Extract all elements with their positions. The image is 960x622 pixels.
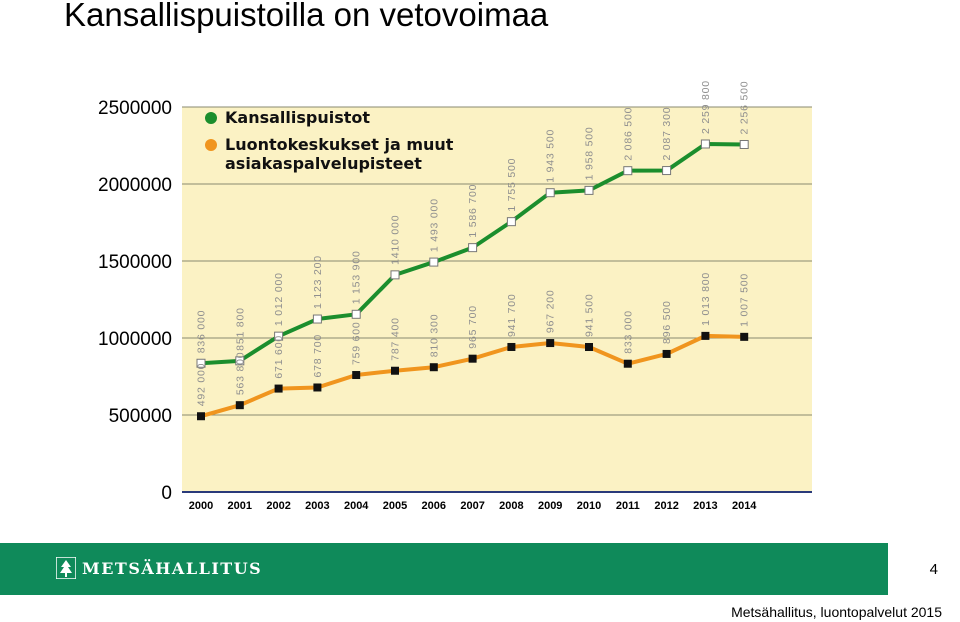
data-point-1: [739, 139, 749, 149]
data-point-2: [585, 343, 593, 352]
logo-text: METSÄHALLITUS: [82, 558, 263, 578]
data-label-2: 941 500: [584, 293, 596, 337]
data-point-2: [429, 363, 438, 372]
data-label-2: 671 600: [273, 335, 285, 379]
x-tick-label: 2001: [228, 500, 252, 512]
data-point-1: [351, 309, 361, 319]
legend-marker-2: [205, 139, 217, 151]
data-point-1: [584, 185, 594, 195]
data-point-2: [701, 331, 710, 340]
data-point-1: [662, 166, 672, 176]
data-point-2: [313, 383, 322, 392]
data-label-1: 2 256 500: [739, 81, 751, 135]
x-tick-label: 2002: [266, 500, 290, 512]
data-point-2: [274, 384, 283, 393]
data-point-2: [235, 401, 244, 410]
data-label-2: 941 700: [506, 293, 518, 337]
x-tick-label: 2003: [305, 500, 329, 512]
legend-label-2: asiakaspalvelupisteet: [225, 154, 422, 173]
data-point-1: [545, 188, 555, 198]
y-tick-label: 2500000: [98, 98, 172, 119]
data-point-1: [468, 243, 478, 253]
legend-label-2: Luontokeskukset ja muut: [225, 135, 454, 154]
data-label-1: 1 755 500: [506, 158, 518, 212]
data-label-1: 2 086 500: [622, 107, 634, 161]
line-chart: 0 500000 1000000 1500000 2000000 2500000 2000 2…: [98, 80, 812, 512]
data-label-2: 810 300: [428, 314, 440, 358]
tree-logo-icon: [56, 557, 76, 579]
page-number-box: 4: [888, 543, 960, 595]
data-label-1: 1 943 500: [545, 129, 557, 183]
data-label-1: 1 012 000: [273, 272, 285, 326]
x-tick-label: 2007: [460, 500, 484, 512]
data-label-2: 492 000: [196, 363, 208, 407]
legend-marker-1: [205, 112, 217, 124]
data-point-2: [352, 371, 361, 380]
y-tick-label: 1500000: [98, 252, 172, 273]
legend-label-1: Kansallispuistot: [225, 108, 370, 127]
data-point-2: [662, 349, 671, 358]
data-point-1: [390, 270, 400, 280]
data-label-2: 967 200: [545, 289, 557, 333]
footer-bar: [0, 543, 960, 595]
data-label-2: 1 013 800: [700, 272, 712, 326]
x-tick-label: 2009: [538, 500, 562, 512]
data-point-1: [506, 217, 516, 227]
x-tick-label: 2004: [344, 500, 369, 512]
data-label-2: 787 400: [390, 317, 402, 361]
metsahallitus-logo: METSÄHALLITUS: [56, 557, 262, 579]
data-label-1: 1 958 500: [584, 126, 596, 180]
x-tick-label: 2006: [422, 500, 446, 512]
y-tick-label: 1000000: [98, 329, 172, 350]
x-tick-label: 2000: [189, 500, 213, 512]
data-point-1: [623, 166, 633, 176]
data-point-2: [740, 332, 749, 341]
data-label-2: 759 600: [351, 321, 363, 365]
data-label-2: 833 000: [622, 310, 634, 354]
x-tick-label: 2012: [654, 500, 678, 512]
data-point-1: [312, 314, 322, 324]
x-tick-label: 2008: [499, 500, 523, 512]
data-point-2: [197, 412, 205, 421]
data-label-2: 563 800: [234, 352, 246, 396]
x-tick-label: 2011: [616, 500, 640, 512]
data-point-1: [700, 139, 710, 149]
footer-credit: Metsähallitus, luontopalvelut 2015: [731, 604, 942, 620]
x-tick-label: 2010: [577, 500, 601, 512]
data-label-1: 1 123 200: [312, 255, 324, 309]
data-label-1: 2 087 300: [661, 107, 673, 161]
data-label-2: 965 700: [467, 305, 479, 349]
x-tick-label: 2005: [383, 500, 407, 512]
data-label-2: 896 500: [661, 300, 673, 344]
y-tick-label: 0: [161, 483, 172, 504]
data-point-2: [546, 339, 555, 348]
data-point-2: [391, 366, 399, 375]
data-label-2: 678 700: [312, 334, 324, 378]
data-label-1: 1 493 000: [428, 198, 440, 252]
data-point-1: [196, 358, 206, 368]
y-tick-label: 500000: [109, 406, 172, 427]
data-point-1: [274, 331, 284, 341]
data-label-1: 1 153 900: [351, 250, 363, 304]
x-tick-label: 2013: [693, 500, 717, 512]
data-label-1: 1410 000: [390, 215, 402, 265]
data-point-2: [507, 342, 516, 351]
slide-title: Kansallispuistoilla on vetovoimaa: [64, 0, 549, 33]
data-label-1: 851 800: [234, 307, 246, 351]
data-point-2: [468, 354, 477, 363]
data-label-1: 1 586 700: [467, 184, 479, 238]
data-point-2: [623, 359, 632, 368]
data-label-1: 836 000: [196, 310, 208, 354]
x-tick-label: 2014: [732, 500, 757, 512]
data-point-1: [429, 257, 439, 267]
plot-area: [182, 107, 812, 492]
data-label-1: 2 259 800: [700, 80, 712, 134]
y-tick-label: 2000000: [98, 175, 172, 196]
page-number: 4: [929, 561, 938, 578]
data-label-2: 1 007 500: [739, 273, 751, 327]
data-point-1: [235, 356, 245, 366]
